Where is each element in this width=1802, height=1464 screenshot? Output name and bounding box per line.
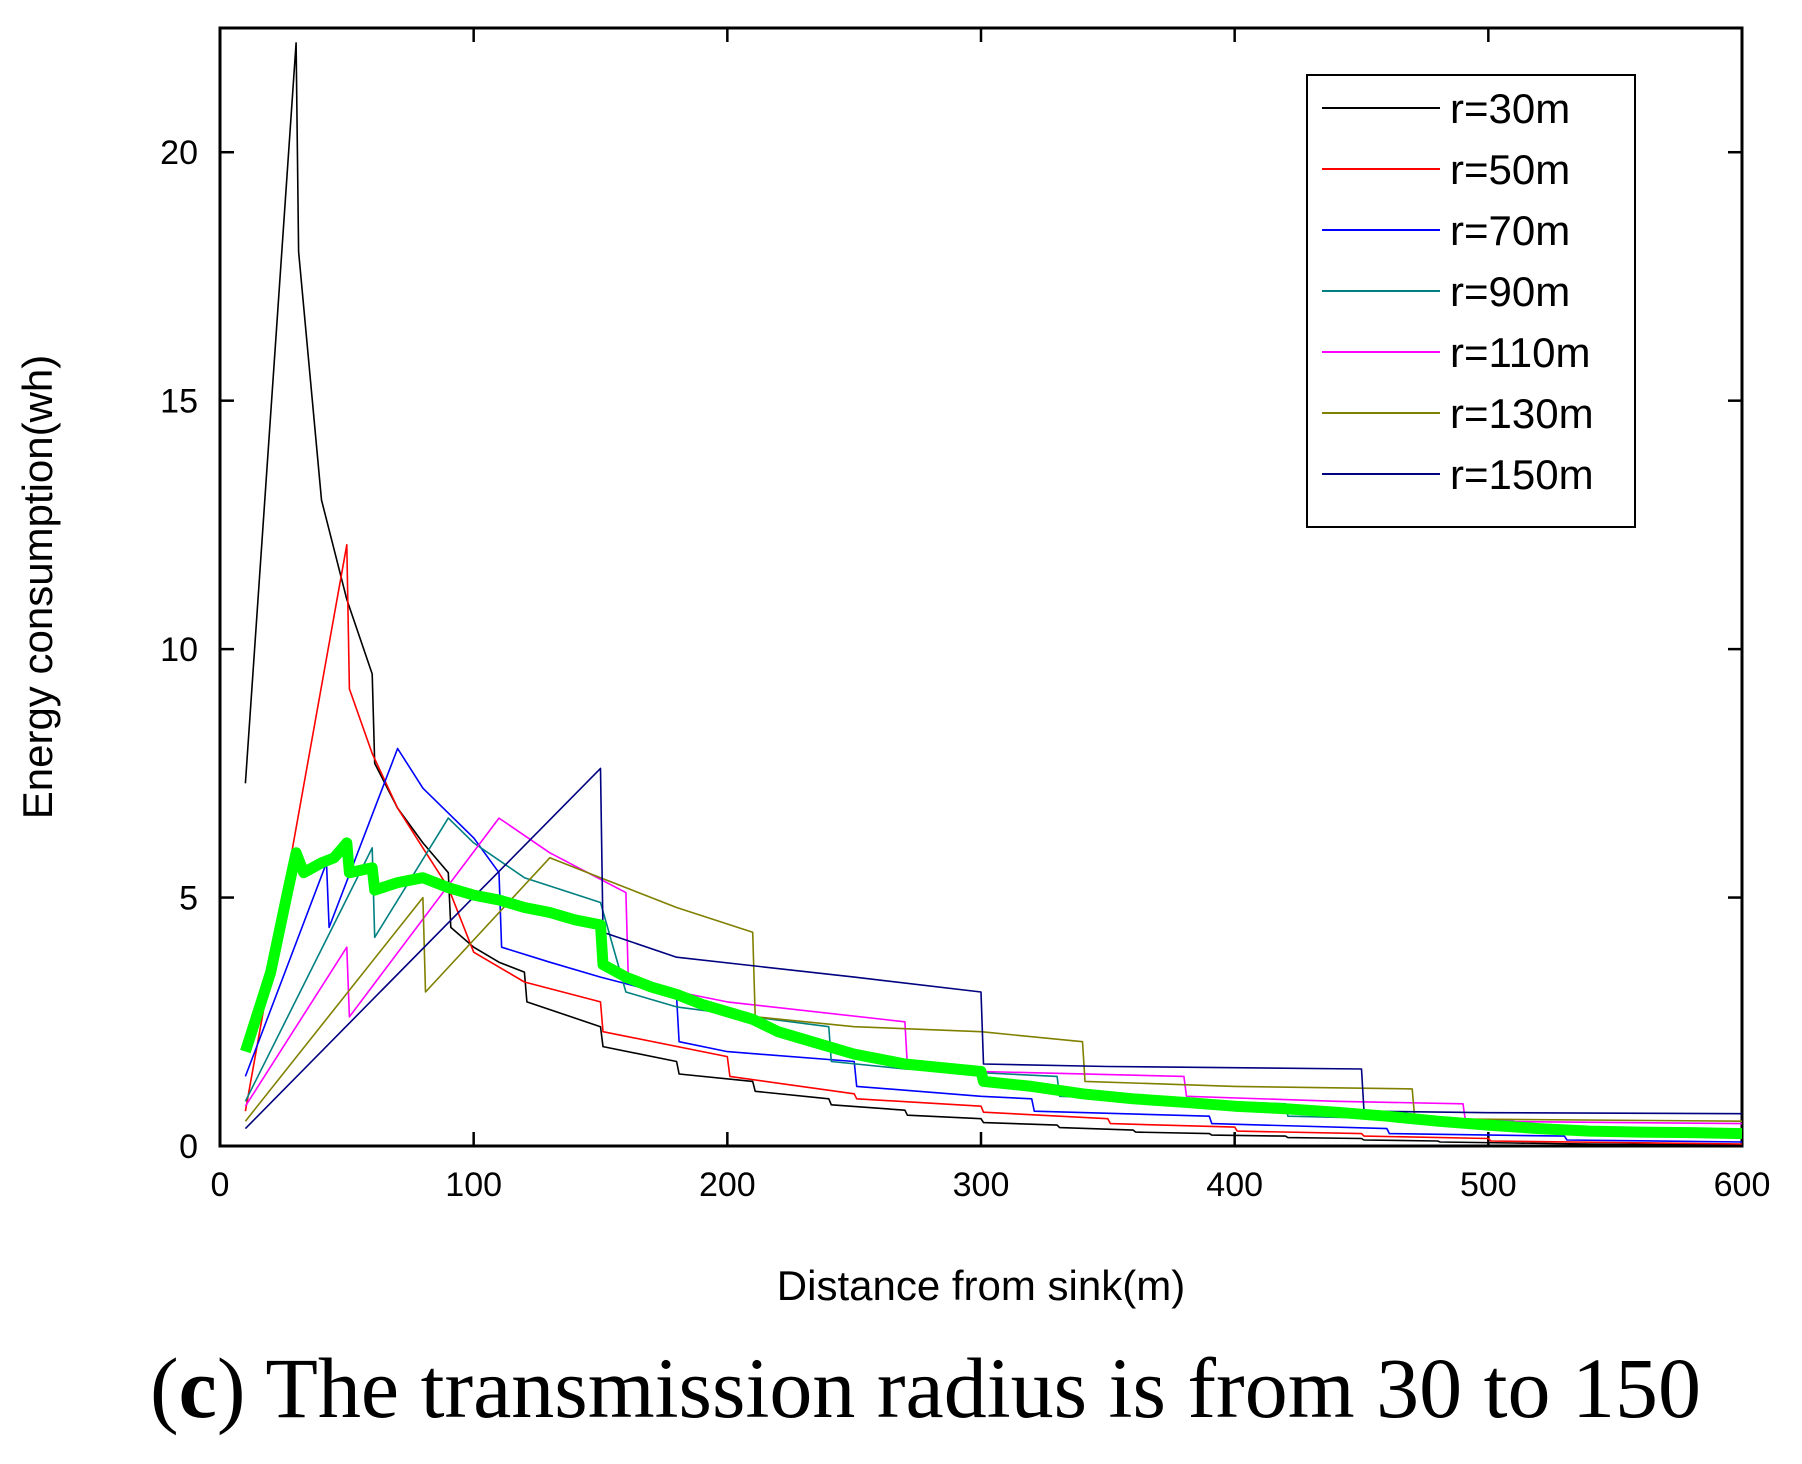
series-line-optimal [240,837,1743,1140]
y-axis-title: Energy consumption(wh) [14,355,61,820]
line-chart: 0 100 200 300 400 500 600 0 5 10 15 20 Distance fr… [14,26,1771,1309]
y-tick-label-1: 5 [179,880,198,918]
y-tick-label-0: 0 [179,1128,198,1166]
legend-box [1306,74,1636,528]
x-tick-label-5: 500 [1460,1166,1517,1204]
x-tick-label-0: 0 [211,1166,230,1204]
x-tick-label-1: 100 [445,1166,502,1204]
y-tick-label-2: 10 [160,631,198,669]
x-axis: 0 100 200 300 400 500 600 [211,28,1771,1204]
legend-label-2: r=70m [1450,207,1570,254]
figure-caption: (c) The transmission radius is from 30 t… [150,1345,1790,1431]
legend-label-5: r=130m [1450,390,1594,437]
x-tick-label-6: 600 [1714,1166,1771,1204]
x-axis-title: Distance from sink(m) [777,1262,1185,1309]
x-tick-label-3: 300 [953,1166,1010,1204]
caption-text: ) The transmission radius is from 30 to … [216,1340,1701,1436]
legend: r=30m r=50m r=70m r=90m r=110m r=130m r=150m [1306,74,1636,528]
legend-label-6: r=150m [1450,451,1594,498]
legend-label-3: r=90m [1450,268,1570,315]
series-line-r-70m [244,747,1743,1143]
y-axis: 0 5 10 15 20 [160,134,1742,1166]
series-line-r-50m [244,544,1743,1145]
x-tick-label-4: 400 [1206,1166,1263,1204]
y-tick-label-4: 20 [160,134,198,172]
legend-label-1: r=50m [1450,146,1570,193]
caption-open-paren: ( [150,1340,179,1436]
series-line-r-130m [244,857,1743,1122]
x-tick-label-2: 200 [699,1166,756,1204]
series-line-r-150m [244,767,1743,1130]
series-layer [240,42,1743,1146]
legend-label-0: r=30m [1450,85,1570,132]
series-line-r-90m [244,817,1743,1132]
y-tick-label-3: 15 [160,383,198,421]
caption-tag: c [178,1340,217,1436]
legend-label-4: r=110m [1450,329,1590,376]
